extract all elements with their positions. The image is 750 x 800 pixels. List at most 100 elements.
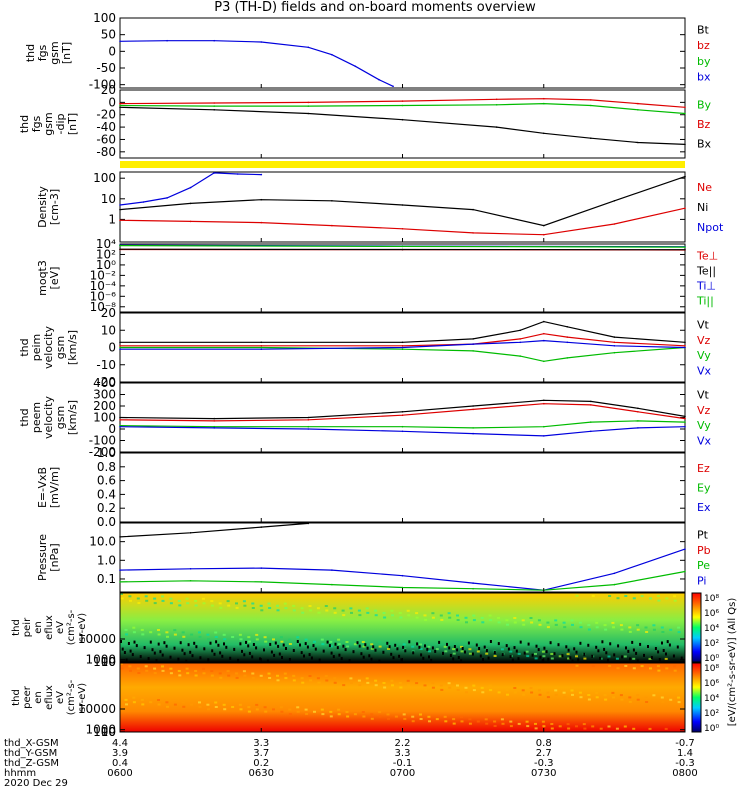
spectrogram-speckle (194, 670, 198, 672)
spectrogram-speckle (308, 605, 312, 607)
spectrogram-speckle (472, 689, 476, 692)
spectrogram-noise (299, 643, 301, 647)
spectrogram-speckle (243, 604, 247, 607)
spectrogram-noise (587, 643, 590, 647)
spectrogram-speckle (620, 628, 624, 631)
x-tick-label: 3.7 (253, 748, 269, 759)
spectrogram-speckle (140, 698, 144, 701)
spectrogram-noise (362, 655, 365, 659)
data-point-Ne (472, 232, 474, 234)
y-axis-label: thd (24, 44, 37, 62)
spectrogram-speckle (595, 691, 599, 694)
spectrogram-noise (631, 640, 634, 644)
spectrogram-speckle (628, 700, 632, 703)
x-axis-row-label: thd_X-GSM (4, 738, 59, 749)
spectrogram-speckle (141, 703, 145, 706)
legend-entry: Pb (697, 544, 711, 557)
spectrogram-noise (219, 651, 222, 655)
spectrogram-speckle (608, 665, 612, 667)
spectrogram-speckle (546, 621, 550, 624)
spectrogram-noise (161, 653, 164, 657)
data-point-Pt (189, 532, 192, 534)
spectrogram-speckle (235, 602, 238, 605)
spectrogram-speckle (423, 684, 427, 687)
data-point-Bz (119, 102, 121, 105)
spectrogram-speckle (599, 657, 603, 660)
legend-entry: Bx (697, 137, 712, 150)
spectrogram-noise (420, 653, 423, 657)
spectrogram-noise (270, 650, 273, 654)
x-tick-label: 0.4 (112, 758, 128, 769)
y-tick-label: 10.0 (89, 535, 116, 549)
spectrogram-noise (438, 640, 441, 644)
spectrogram-speckle (173, 633, 177, 636)
data-point-Ni (613, 200, 616, 202)
spectrogram-speckle (198, 635, 202, 638)
spectrogram-speckle (513, 691, 517, 694)
spectrogram-noise (266, 659, 269, 663)
data-point-Bx (213, 109, 215, 111)
y-tick-label: 10⁴ (96, 237, 116, 251)
data-point-Npot (166, 197, 168, 199)
spectrogram-noise (549, 641, 552, 645)
spectrogram-noise (248, 651, 251, 655)
spectrogram-speckle (255, 708, 259, 711)
spectrogram-speckle (288, 713, 292, 715)
y-axis-label: thd (18, 338, 31, 356)
spectrogram-speckle (342, 614, 346, 617)
spectrogram-speckle (280, 710, 284, 713)
spectrogram-noise (461, 647, 464, 650)
spectrogram-noise (296, 640, 299, 643)
spectrogram-speckle (485, 722, 489, 725)
spectrogram-speckle (423, 614, 427, 617)
spectrogram-speckle (365, 607, 369, 610)
y-tick-label: -20 (96, 108, 116, 122)
spectrogram-noise (288, 658, 291, 661)
spectrogram-speckle (497, 691, 501, 694)
y-tick-label: -100 (89, 434, 116, 448)
spectrogram-noise (372, 645, 375, 649)
y-axis-label: (cm²-s- (66, 679, 77, 715)
spectrogram-noise (308, 653, 311, 657)
data-point-Vy (566, 357, 569, 359)
spectrogram-speckle (120, 663, 123, 665)
spectrogram-speckle (259, 604, 263, 607)
spectrogram-speckle (444, 720, 448, 723)
spectrogram-speckle (669, 698, 673, 701)
spectrogram-noise (635, 651, 638, 655)
data-point-bx (378, 78, 380, 81)
spectrogram-speckle (595, 696, 599, 699)
data-point-Vy (307, 425, 310, 428)
spectrogram-noise (583, 652, 586, 656)
spectrogram-speckle (611, 621, 615, 624)
data-point-Te|| (119, 248, 121, 250)
spectrogram-speckle (378, 645, 382, 648)
spectrogram-noise (131, 653, 134, 657)
spectrogram-noise (203, 647, 206, 651)
x-tick-label: 4.4 (112, 738, 128, 749)
data-point-Ni (401, 204, 404, 206)
legend-entry: by (697, 55, 711, 68)
spectrogram-speckle (202, 602, 206, 605)
y-axis-label: [nT] (66, 113, 79, 135)
legend-entry: Ez (697, 462, 710, 475)
spectrogram-speckle (341, 679, 345, 682)
spectrogram-speckle (218, 602, 222, 605)
spectrogram-noise (263, 648, 265, 652)
spectrogram-speckle (652, 698, 656, 701)
spectrogram-noise (599, 656, 602, 660)
spectrogram-speckle (255, 638, 259, 641)
spectrogram-speckle (178, 674, 182, 677)
spectrogram-speckle (669, 628, 673, 631)
data-point-Vt (472, 405, 474, 407)
spectrogram-speckle (305, 713, 309, 715)
spectrogram-speckle (522, 623, 526, 626)
spectrogram-speckle (578, 691, 582, 694)
spectrogram-noise (680, 656, 683, 660)
data-point-Ne (260, 221, 263, 224)
data-point-Vy (401, 425, 404, 428)
spectrogram-speckle (190, 633, 194, 636)
spectrogram-speckle (665, 597, 669, 600)
data-point-Npot (142, 201, 145, 203)
